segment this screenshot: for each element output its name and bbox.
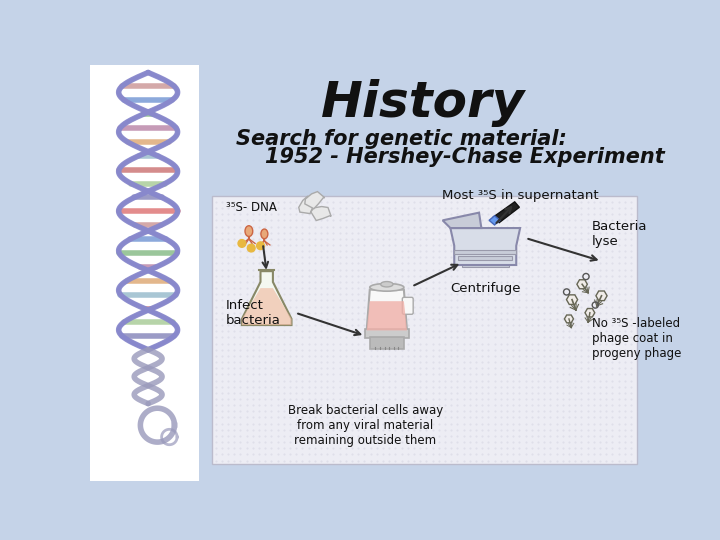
Text: ³⁵S- DNA: ³⁵S- DNA xyxy=(225,201,276,214)
Circle shape xyxy=(238,240,246,247)
FancyBboxPatch shape xyxy=(402,298,413,314)
Polygon shape xyxy=(299,196,316,214)
Polygon shape xyxy=(242,288,292,325)
Text: Most ³⁵S in supernatant: Most ³⁵S in supernatant xyxy=(442,189,598,202)
Text: Bacteria
lyse: Bacteria lyse xyxy=(593,220,648,248)
Polygon shape xyxy=(585,308,595,317)
Polygon shape xyxy=(458,256,513,260)
Bar xyxy=(90,65,199,481)
Polygon shape xyxy=(567,295,577,305)
Polygon shape xyxy=(596,291,607,301)
Bar xyxy=(365,329,408,338)
Text: Infect
bacteria: Infect bacteria xyxy=(225,299,281,327)
Text: Search for genetic material:: Search for genetic material: xyxy=(235,130,567,150)
Polygon shape xyxy=(493,202,519,222)
Bar xyxy=(370,336,404,349)
Ellipse shape xyxy=(261,229,268,239)
Ellipse shape xyxy=(370,284,404,291)
Polygon shape xyxy=(311,206,331,220)
Polygon shape xyxy=(577,280,588,289)
Polygon shape xyxy=(451,228,520,265)
Polygon shape xyxy=(305,192,325,209)
Polygon shape xyxy=(489,215,500,225)
Bar xyxy=(212,195,637,464)
Polygon shape xyxy=(366,289,407,330)
Text: History: History xyxy=(321,79,526,127)
Polygon shape xyxy=(454,249,516,254)
Text: Centrifuge: Centrifuge xyxy=(450,282,521,295)
Ellipse shape xyxy=(245,226,253,237)
Polygon shape xyxy=(242,271,292,325)
Polygon shape xyxy=(564,315,574,323)
Text: 1952 - Hershey-Chase Experiment: 1952 - Hershey-Chase Experiment xyxy=(235,147,665,167)
Polygon shape xyxy=(462,262,508,267)
Text: No ³⁵S -labeled
phage coat in
progeny phage: No ³⁵S -labeled phage coat in progeny ph… xyxy=(593,316,682,360)
Ellipse shape xyxy=(381,281,393,287)
Polygon shape xyxy=(443,213,482,228)
Circle shape xyxy=(256,242,264,249)
Circle shape xyxy=(248,244,255,252)
Text: Break bacterial cells away
from any viral material
remaining outside them: Break bacterial cells away from any vira… xyxy=(287,404,443,447)
Polygon shape xyxy=(366,301,407,330)
